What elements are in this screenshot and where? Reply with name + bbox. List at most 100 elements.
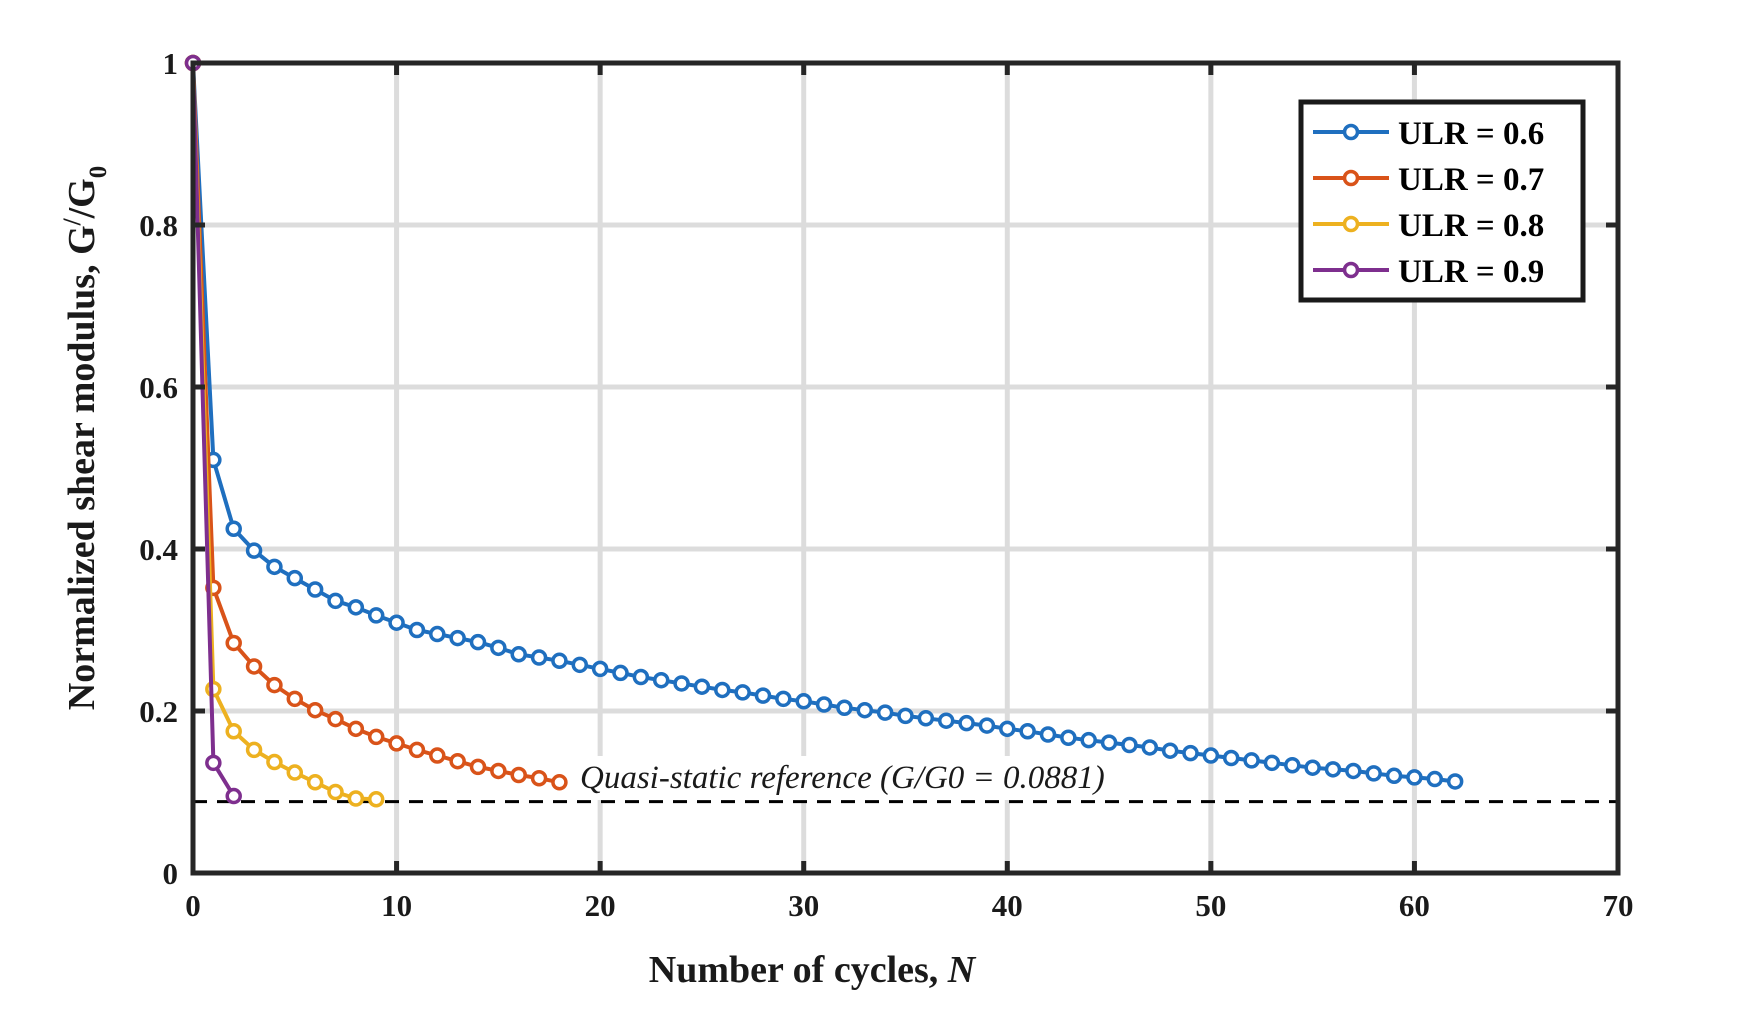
data-point: [286, 764, 304, 781]
x-axis-title-variable: N: [947, 949, 977, 991]
data-point: [530, 649, 548, 666]
reference-label-background: [572, 756, 1113, 800]
data-point: [266, 753, 283, 771]
x-axis-title: Number of cycles, N: [649, 949, 977, 991]
data-point: [449, 629, 466, 647]
data-point: [429, 747, 446, 764]
x-tick-label: 0: [185, 888, 201, 923]
data-point: [1019, 723, 1036, 740]
y-axis-title-middle: /G: [61, 178, 103, 219]
data-point: [347, 790, 365, 807]
data-point: [815, 696, 833, 713]
data-point: [876, 704, 894, 721]
series-ulr-0.8: [184, 54, 385, 808]
data-point: [367, 791, 385, 808]
axis-title-layer: Number of cycles, N Normalized shear mod…: [59, 166, 977, 991]
y-tick-label: 0: [163, 856, 179, 891]
data-point: [978, 717, 996, 734]
y-axis-title-text: Normalized shear modulus, G: [61, 225, 103, 710]
data-point: [225, 520, 242, 537]
data-point: [266, 558, 283, 576]
data-point: [999, 720, 1016, 738]
legend-marker: [1342, 169, 1360, 187]
legend-marker: [1342, 261, 1360, 279]
data-point: [591, 660, 609, 678]
data-point: [205, 754, 222, 772]
series-ulr-0.6: [184, 54, 1464, 790]
data-point: [551, 774, 568, 791]
y-tick-label: 0.6: [139, 370, 178, 405]
data-point: [1202, 747, 1220, 764]
data-point: [286, 569, 304, 587]
data-point: [1060, 729, 1077, 746]
data-point: [306, 701, 324, 719]
data-point: [917, 710, 935, 727]
data-point: [408, 621, 426, 639]
x-tick-label: 30: [788, 888, 819, 923]
y-axis-title: Normalized shear modulus, G//G0: [59, 166, 112, 710]
data-point: [1121, 736, 1138, 754]
series-line: [191, 62, 377, 802]
data-point: [469, 633, 487, 651]
data-point: [836, 699, 853, 717]
x-tick-label: 10: [381, 888, 412, 923]
data-point: [1304, 759, 1321, 776]
legend-item: ULR = 0.8: [1313, 208, 1544, 244]
reference-line-label: Quasi-static reference (G/G0 = 0.0881): [580, 760, 1105, 796]
data-point: [306, 581, 324, 598]
data-point: [245, 542, 263, 559]
data-point: [408, 741, 426, 759]
data-point: [1345, 762, 1362, 780]
x-tick-label: 40: [992, 888, 1023, 923]
legend-marker: [1342, 123, 1360, 141]
data-point: [551, 652, 568, 670]
data-point: [347, 599, 365, 616]
y-tick-label: 0.8: [139, 208, 178, 243]
data-point: [225, 787, 242, 805]
data-point: [1080, 731, 1097, 749]
data-point: [347, 720, 365, 738]
data-point: [1263, 754, 1281, 772]
data-point: [490, 762, 507, 780]
legend-label: ULR = 0.7: [1398, 162, 1544, 198]
y-tick-label: 0.2: [139, 694, 178, 729]
data-point: [367, 607, 385, 624]
x-tick-label: 70: [1603, 888, 1634, 923]
data-point: [754, 687, 772, 704]
data-point: [388, 735, 405, 752]
annotation-layer: Quasi-static reference (G/G0 = 0.0881): [572, 756, 1113, 800]
legend-item: ULR = 0.7: [1313, 162, 1544, 198]
data-point: [286, 690, 304, 708]
tick-label-layer: 0 10 20 30 40 50 60 70 0 0.2 0.4 0.6 0.8 1: [139, 46, 1633, 923]
data-point: [1284, 757, 1301, 774]
data-point: [1426, 770, 1444, 788]
data-point: [1182, 744, 1199, 762]
y-axis-title-subscript: 0: [85, 166, 112, 179]
legend-marker: [1342, 215, 1360, 233]
legend-label: ULR = 0.6: [1398, 116, 1544, 152]
data-point: [1446, 773, 1464, 790]
data-point: [490, 639, 507, 657]
data-point: [245, 658, 263, 675]
data-point: [673, 675, 690, 692]
series-layer: [184, 54, 1464, 808]
data-point: [897, 707, 914, 725]
data-point: [327, 710, 344, 728]
legend-label: ULR = 0.8: [1398, 208, 1544, 244]
y-tick-label: 1: [163, 46, 179, 81]
data-point: [856, 701, 874, 719]
data-point: [429, 625, 446, 643]
data-point: [714, 681, 731, 699]
data-point: [388, 614, 405, 631]
axes-layer: [190, 60, 1621, 876]
data-point: [530, 769, 548, 787]
data-point: [306, 774, 324, 791]
data-point: [225, 723, 242, 740]
x-tick-label: 50: [1195, 888, 1226, 923]
data-point: [652, 671, 670, 689]
legend-label: ULR = 0.9: [1398, 254, 1544, 290]
series-ulr-0.7: [184, 54, 568, 791]
data-point: [958, 714, 975, 732]
